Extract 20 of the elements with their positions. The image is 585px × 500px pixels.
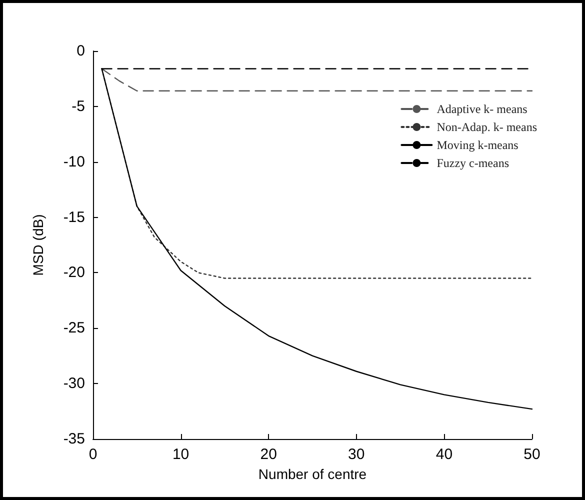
y-tick-label: -10 (63, 153, 85, 170)
y-tick-label: -30 (63, 375, 85, 392)
legend-label: Adaptive k- means (436, 102, 528, 116)
y-tick-label: 0 (76, 42, 85, 60)
legend-label: Non-Adap. k- means (436, 120, 538, 134)
y-tick-label: -20 (63, 264, 85, 282)
x-tick-label: 0 (88, 446, 98, 463)
x-tick-label: 10 (172, 446, 190, 463)
legend-label: Fuzzy c-means (436, 156, 510, 170)
x-tick-label: 30 (348, 446, 365, 463)
legend-label: Moving k-means (436, 138, 519, 152)
x-tick-label: 40 (436, 446, 453, 463)
x-tick-label: 50 (524, 446, 540, 463)
y-tick-label: -25 (63, 320, 85, 337)
y-axis-title: MSD (dB) (30, 214, 46, 276)
y-tick-label: -35 (63, 430, 85, 448)
y-tick-label: -5 (72, 98, 85, 115)
x-tick-label: 20 (260, 446, 277, 463)
x-axis-title: Number of centre (258, 466, 367, 482)
y-tick-label: -15 (63, 208, 85, 226)
